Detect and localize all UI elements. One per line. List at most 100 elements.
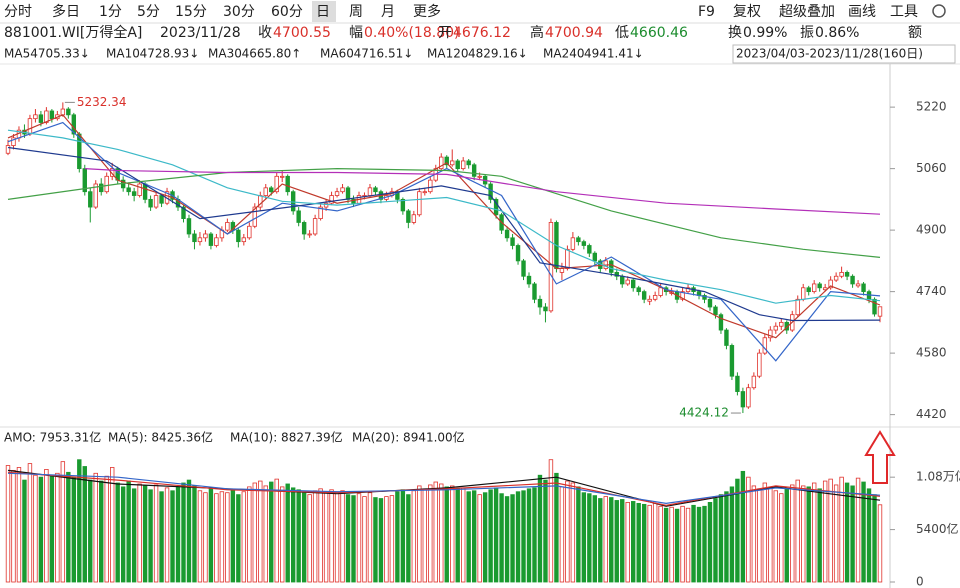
candle-body xyxy=(159,195,164,204)
candle-body xyxy=(768,329,773,339)
volume-bar xyxy=(351,495,356,583)
candle-body xyxy=(460,160,466,170)
candle-body xyxy=(290,191,296,212)
legend-label: MA60 xyxy=(320,47,354,61)
volume-bar xyxy=(861,481,866,583)
candle-body xyxy=(203,233,208,239)
settings-icon[interactable] xyxy=(932,4,946,18)
tool-button[interactable]: F9 xyxy=(698,4,715,20)
tab[interactable]: 更多 xyxy=(413,3,441,20)
legend-label: MA10 xyxy=(106,47,140,61)
volume-bar xyxy=(493,487,499,583)
y-tick-label: 1.08万亿 xyxy=(916,469,960,484)
volume-bar xyxy=(38,476,44,583)
volume-bar xyxy=(131,488,137,583)
candle-body xyxy=(263,187,268,196)
candle-body xyxy=(548,222,554,312)
candle-body xyxy=(740,391,746,408)
candle-body xyxy=(532,283,537,300)
volume-bar xyxy=(636,502,641,583)
candle-body xyxy=(312,218,318,235)
candle-body xyxy=(214,237,219,246)
candle-body xyxy=(455,160,460,170)
tab[interactable]: 15分 xyxy=(175,4,207,20)
field-label: 收 xyxy=(258,25,272,41)
candle-body xyxy=(323,202,329,208)
volume-bar xyxy=(844,482,850,583)
candle-body xyxy=(658,287,663,296)
volume-bar xyxy=(790,484,795,583)
tab[interactable]: 多日 xyxy=(52,3,80,20)
y-tick-label: 4420 xyxy=(916,407,947,421)
volume-bar xyxy=(455,488,460,583)
field-label: 换 xyxy=(728,24,742,41)
y-tick-label: 5060 xyxy=(916,161,947,175)
volume-bar xyxy=(866,488,872,583)
candle-body xyxy=(126,187,131,193)
candle-body xyxy=(340,187,345,193)
volume-bar xyxy=(71,476,77,583)
date-range: 2023/04/03-2023/11/28(160日) xyxy=(736,47,923,61)
volume-bar xyxy=(175,486,181,583)
candle-body xyxy=(746,387,751,408)
volume-bar xyxy=(510,494,515,583)
tab[interactable]: 周 xyxy=(349,4,363,20)
candle-body xyxy=(576,237,581,243)
volume-bar xyxy=(669,506,674,583)
legend-label: MA240 xyxy=(543,47,584,61)
tool-button[interactable]: 复权 xyxy=(733,3,761,20)
volume-bar xyxy=(674,508,680,583)
volume-bar xyxy=(707,502,713,583)
candle-body xyxy=(38,114,44,123)
volume-bar xyxy=(795,479,800,583)
ma-line xyxy=(7,121,881,362)
tab[interactable]: 60分 xyxy=(271,4,303,20)
tool-button[interactable]: 超级叠加 xyxy=(779,4,835,20)
volume-bar xyxy=(718,494,724,583)
candle-body xyxy=(334,191,340,196)
volume-bar xyxy=(5,465,11,583)
volume-bar xyxy=(93,472,98,583)
tab[interactable]: 30分 xyxy=(223,4,255,20)
candle-body xyxy=(131,191,137,196)
candle-body xyxy=(422,191,428,194)
field-label: 振 xyxy=(800,25,814,41)
volume-bar xyxy=(323,491,329,583)
tab[interactable]: 5分 xyxy=(137,4,160,20)
volume-bar xyxy=(833,484,839,583)
candle-body xyxy=(181,206,186,219)
candle-body xyxy=(82,168,87,193)
tab[interactable]: 日 xyxy=(316,4,330,20)
volume-bar xyxy=(609,497,614,583)
volume-bar xyxy=(422,488,428,583)
volume-bar xyxy=(471,490,477,583)
y-tick-label: 5400亿 xyxy=(916,521,959,536)
volume-bar xyxy=(318,488,323,583)
tool-button[interactable]: 画线 xyxy=(848,4,876,20)
tab[interactable]: 1分 xyxy=(99,4,122,20)
volume-bar xyxy=(576,486,581,583)
volume-bar xyxy=(735,478,740,583)
tool-button[interactable]: 工具 xyxy=(890,4,918,20)
volume-bar xyxy=(801,485,806,583)
volume-bar xyxy=(27,463,33,583)
ma-line xyxy=(7,146,881,322)
volume-bar xyxy=(515,491,521,583)
tab[interactable]: 月 xyxy=(381,4,395,20)
volume-bar xyxy=(543,479,548,583)
volume-bar xyxy=(258,480,263,583)
candle-body xyxy=(850,275,855,285)
candle-body xyxy=(625,279,630,285)
tab[interactable]: 分时 xyxy=(4,4,32,20)
volume-bar xyxy=(345,494,351,583)
volume-bar xyxy=(439,483,444,583)
candle-body xyxy=(620,275,625,285)
volume-bar xyxy=(88,479,93,583)
volume-bar xyxy=(466,491,471,583)
candle-body xyxy=(510,237,515,246)
candle-body xyxy=(197,237,203,243)
volume-bar xyxy=(850,485,855,583)
volume-bar xyxy=(877,504,883,583)
candle-body xyxy=(488,183,493,200)
volume-bar xyxy=(126,480,131,583)
